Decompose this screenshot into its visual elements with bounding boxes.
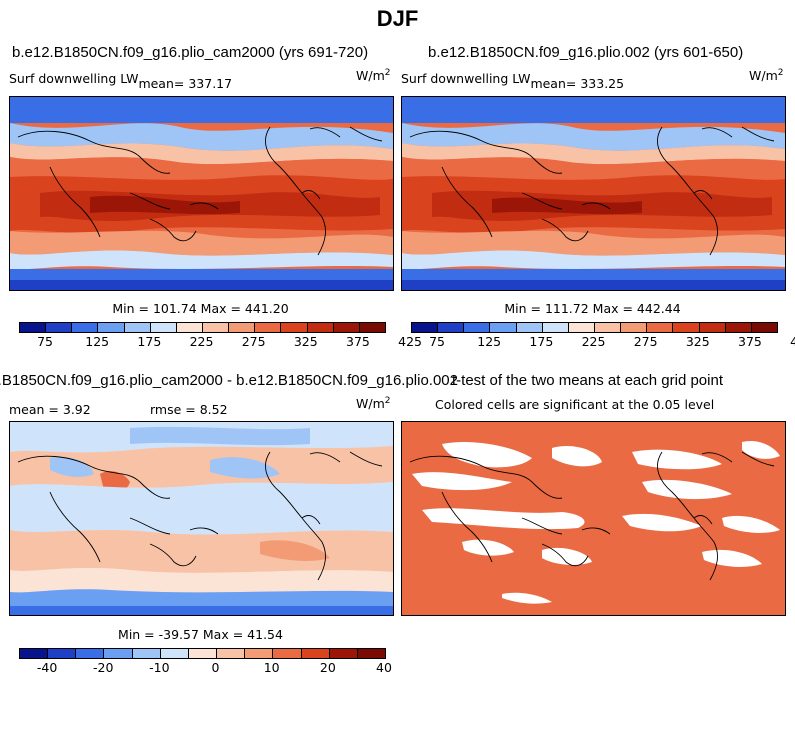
colorbar-swatch: [333, 323, 360, 332]
panel2-varlabel: Surf downwelling LWmean= 333.25: [401, 71, 625, 91]
colorbar-swatch: [673, 323, 700, 332]
colorbar-tick-label: 225: [581, 334, 606, 349]
colorbar-swatch: [594, 323, 622, 332]
panel4-title: t-test of the two means at each grid poi…: [452, 372, 723, 389]
panel1-map: [9, 96, 394, 291]
colorbar-tick-label: 10: [263, 660, 280, 675]
colorbar-swatch: [357, 649, 386, 658]
panel1-colorbar: [19, 322, 386, 333]
panel1-minmax: Min = 101.74 Max = 441.20: [112, 301, 289, 316]
colorbar-tick-label: 225: [189, 334, 214, 349]
panel4-map: [401, 421, 786, 616]
colorbar-swatch: [150, 323, 177, 332]
colorbar-tick-label: 425: [398, 334, 422, 349]
colorbar-swatch: [516, 323, 543, 332]
colorbar-tick-label: 175: [529, 334, 554, 349]
colorbar-tick-label: 325: [685, 334, 710, 349]
panel1-units: W/m2: [356, 68, 391, 84]
colorbar-tick-label: 20: [319, 660, 336, 675]
colorbar-swatch: [751, 323, 777, 332]
colorbar-swatch: [98, 323, 125, 332]
colorbar-swatch: [188, 649, 218, 658]
panel1-colorbar-ticks: 75 125 175 225 275 325 375 425: [19, 334, 422, 350]
colorbar-tick-label: 375: [737, 334, 762, 349]
colorbar-swatch: [72, 323, 99, 332]
colorbar-tick-label: 325: [293, 334, 318, 349]
colorbar-swatch: [359, 323, 385, 332]
colorbar-swatch: [48, 649, 77, 658]
colorbar-tick-label: 40: [376, 660, 392, 675]
colorbar-tick-label: 125: [477, 334, 502, 349]
panel2-colorbar-ticks: 75 125 175 225 275 325 375 425: [411, 334, 795, 350]
panel1-title: b.e12.B1850CN.f09_g16.plio_cam2000 (yrs …: [12, 44, 369, 61]
colorbar-swatch: [490, 323, 517, 332]
panel4-field: [402, 422, 785, 615]
colorbar-swatch: [273, 649, 302, 658]
colorbar-swatch: [542, 323, 569, 332]
panel4-subtitle: Colored cells are significant at the 0.0…: [435, 397, 715, 412]
panel3-colorbar-ticks: -40 -20 -10 0 10 20 40: [19, 660, 392, 676]
colorbar-tick-label: -40: [36, 660, 58, 675]
panel3-colorbar: [19, 648, 386, 659]
panel3-minmax: Min = -39.57 Max = 41.54: [118, 627, 283, 642]
colorbar-tick-label: 275: [633, 334, 658, 349]
panel3-mean: mean = 3.92: [9, 402, 91, 417]
colorbar-swatch: [438, 323, 465, 332]
colorbar-swatch: [725, 323, 752, 332]
colorbar-tick-label: -10: [149, 660, 170, 675]
colorbar-swatch: [160, 649, 189, 658]
panel3-rmse: rmse = 8.52: [150, 402, 228, 417]
colorbar-swatch: [699, 323, 726, 332]
colorbar-swatch: [255, 323, 282, 332]
panel2-map: [401, 96, 786, 291]
colorbar-swatch: [229, 323, 256, 332]
colorbar-swatch: [621, 323, 648, 332]
panel2-field: [402, 97, 785, 290]
colorbar-swatch: [412, 323, 439, 332]
colorbar-swatch: [281, 323, 308, 332]
colorbar-swatch: [46, 323, 73, 332]
colorbar-swatch: [20, 649, 49, 658]
panel3-map: [9, 421, 394, 616]
colorbar-tick-label: 375: [345, 334, 370, 349]
colorbar-swatch: [176, 323, 203, 332]
colorbar-swatch: [301, 649, 330, 658]
panel1-varlabel: Surf downwelling LWmean= 337.17: [9, 71, 233, 91]
colorbar-swatch: [124, 323, 151, 332]
colorbar-swatch: [647, 323, 674, 332]
colorbar-swatch: [464, 323, 491, 332]
panel2-title: b.e12.B1850CN.f09_g16.plio.002 (yrs 601-…: [428, 44, 744, 61]
colorbar-swatch: [217, 649, 246, 658]
colorbar-tick-label: 75: [37, 334, 54, 349]
colorbar-tick-label: 125: [85, 334, 110, 349]
panel3-field: [10, 422, 393, 615]
colorbar-swatch: [245, 649, 274, 658]
colorbar-tick-label: 75: [429, 334, 446, 349]
panel2-colorbar: [411, 322, 778, 333]
colorbar-swatch: [104, 649, 133, 658]
panel3-units: W/m2: [356, 396, 391, 412]
main-title: DJF: [376, 6, 419, 31]
panel2-minmax: Min = 111.72 Max = 442.44: [504, 301, 681, 316]
colorbar-swatch: [568, 323, 595, 332]
panel1-mean: mean= 337.17: [138, 76, 233, 91]
colorbar-swatch: [202, 323, 230, 332]
panel3-title: b.e12.B1850CN.f09_g16.plio_cam2000 - b.e…: [0, 372, 458, 389]
panel2-units: W/m2: [749, 68, 784, 84]
panel2-mean: mean= 333.25: [530, 76, 625, 91]
colorbar-tick-label: -20: [93, 660, 114, 675]
colorbar-tick-label: 175: [137, 334, 162, 349]
colorbar-tick-label: 425: [790, 334, 795, 349]
colorbar-tick-label: 275: [241, 334, 266, 349]
colorbar-swatch: [329, 649, 358, 658]
panel1-field: [10, 97, 393, 290]
colorbar-swatch: [76, 649, 105, 658]
colorbar-swatch: [132, 649, 161, 658]
colorbar-swatch: [307, 323, 334, 332]
colorbar-tick-label: 0: [211, 660, 220, 675]
colorbar-swatch: [20, 323, 47, 332]
